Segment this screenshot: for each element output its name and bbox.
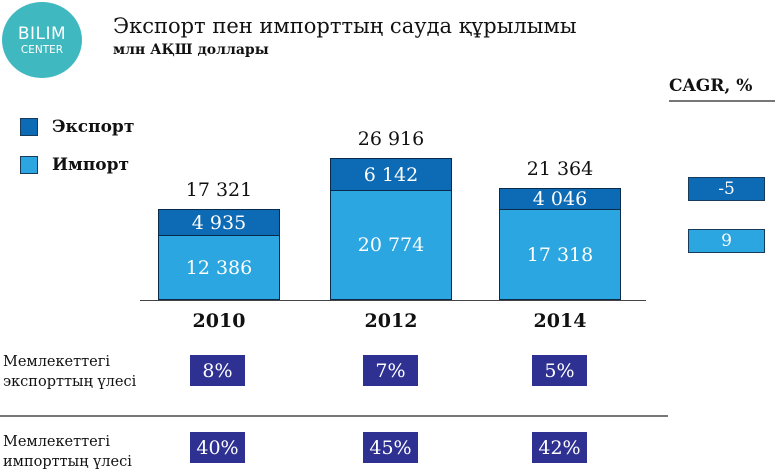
logo-line2: CENTER [20, 44, 64, 56]
export-share-label: Мемлекеттегі экспорттың үлесі [3, 352, 136, 392]
bar-total-label-2012: 26 916 [357, 128, 425, 150]
legend-import-label: Импорт [52, 155, 130, 175]
chart-subtitle: млн АҚШ доллары [113, 42, 269, 58]
legend-export-label: Экспорт [52, 117, 135, 137]
cagr-import-box: 9 [688, 229, 765, 253]
cagr-export-box: -5 [688, 177, 765, 201]
bar-total-label-2010: 17 321 [185, 179, 253, 201]
legend-export-swatch [20, 118, 38, 136]
bar-segment-export-2010: 4 935 [158, 209, 280, 236]
import-share-box-2012: 45% [363, 432, 418, 463]
export-share-box-2010: 8% [190, 355, 245, 386]
export-share-label-line2: экспорттың үлесі [3, 374, 137, 390]
import-share-box-2010: 40% [190, 432, 245, 463]
logo-line1: BILIM [17, 24, 67, 44]
bar-segment-import-2012: 20 774 [330, 190, 452, 300]
divider [0, 415, 668, 417]
x-tick-label-2014: 2014 [533, 310, 587, 332]
export-share-box-2014: 5% [532, 355, 587, 386]
legend-import-swatch [20, 156, 38, 174]
export-share-box-2012: 7% [363, 355, 418, 386]
import-share-box-2014: 42% [532, 432, 587, 463]
export-share-label-line1: Мемлекеттегі [3, 354, 111, 370]
bar-segment-import-2014: 17 318 [499, 209, 621, 300]
bar-total-label-2014: 21 364 [526, 158, 594, 180]
import-share-label: Мемлекеттегі импорттың үлесі [3, 432, 132, 472]
cagr-header: CAGR, % [669, 76, 775, 102]
x-axis-line [140, 300, 646, 301]
x-tick-label-2010: 2010 [192, 310, 246, 332]
bar-segment-export-2014: 4 046 [499, 188, 621, 210]
x-tick-label-2012: 2012 [364, 310, 418, 332]
bilim-center-logo: BILIM CENTER [2, 2, 82, 78]
bar-segment-import-2010: 12 386 [158, 235, 280, 300]
import-share-label-line1: Мемлекеттегі [3, 434, 111, 450]
bar-segment-export-2012: 6 142 [330, 158, 452, 191]
import-share-label-line2: импорттың үлесі [3, 454, 132, 470]
chart-title: Экспорт пен импорттың сауда құрылымы [113, 14, 577, 38]
